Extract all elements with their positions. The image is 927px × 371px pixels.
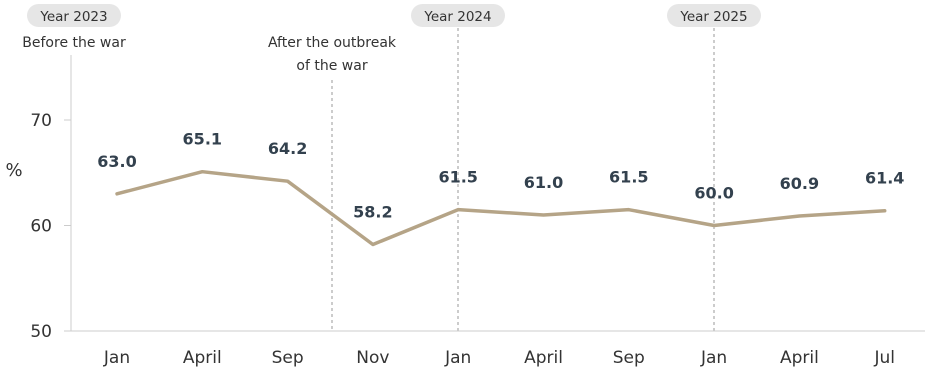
x-tick-label: April — [524, 348, 563, 368]
y-tick-label: 70 — [30, 111, 52, 131]
data-label: 64.2 — [268, 139, 307, 158]
data-label: 65.1 — [183, 130, 222, 149]
x-tick-label: Sep — [613, 348, 645, 368]
after-outbreak-label-line1: After the outbreak — [268, 35, 397, 51]
x-tick-label: Sep — [272, 348, 304, 368]
y-tick-label: 50 — [30, 322, 52, 342]
data-label: 58.2 — [353, 202, 392, 221]
x-tick-label: Jan — [444, 348, 471, 368]
data-label: 60.9 — [780, 174, 819, 193]
y-tick-label: 60 — [30, 217, 52, 237]
data-label: 63.0 — [97, 152, 136, 171]
year-2023-badge: Year 2023 — [27, 4, 121, 27]
data-label: 61.0 — [524, 173, 563, 192]
year-2025-label: Year 2025 — [679, 9, 747, 25]
x-tick-label: Jul — [873, 348, 895, 368]
data-label: 61.5 — [438, 168, 477, 187]
year-2023-label: Year 2023 — [39, 9, 107, 25]
x-tick-label: April — [780, 348, 819, 368]
series-line — [115, 169, 887, 247]
data-label: 61.4 — [865, 169, 904, 188]
after-outbreak-label-line2: of the war — [296, 58, 367, 74]
year-2024-label: Year 2024 — [423, 9, 491, 25]
x-tick-label: Nov — [356, 348, 389, 368]
data-label: 60.0 — [694, 184, 733, 203]
year-2024-badge: Year 2024 — [411, 4, 505, 27]
before-war-label: Before the war — [22, 35, 126, 51]
x-tick-label: April — [183, 348, 222, 368]
data-label: 61.5 — [609, 168, 648, 187]
x-tick-label: Jan — [103, 348, 130, 368]
x-tick-label: Jan — [700, 348, 727, 368]
y-axis-label: % — [5, 160, 22, 181]
year-2025-badge: Year 2025 — [667, 4, 761, 27]
